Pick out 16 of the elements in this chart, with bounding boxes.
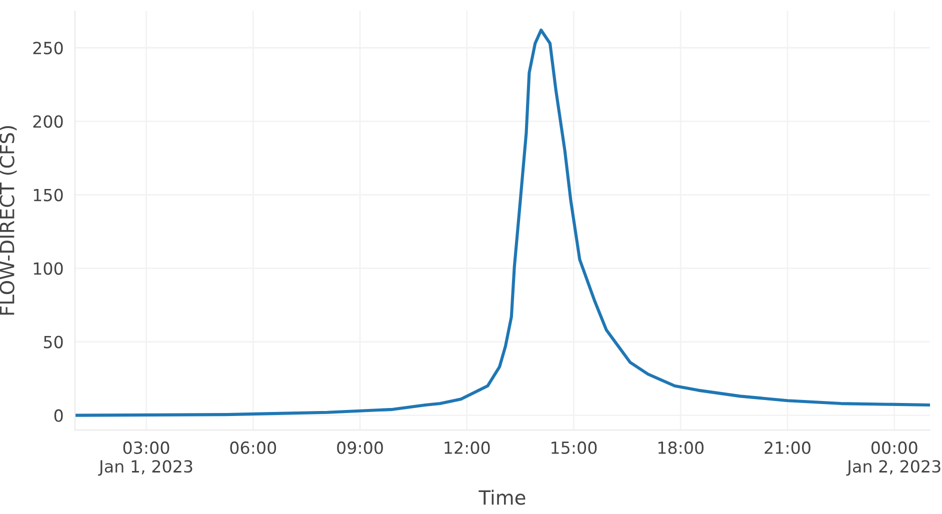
y-tick-label: 250 (33, 42, 63, 54)
y-tick-label: 0 (54, 409, 63, 422)
y-tick-label: 100 (34, 262, 63, 275)
x-tick-label: 18:00 (658, 441, 704, 454)
x-tick-label: 06:00 (230, 441, 276, 454)
x-tick-label: 03:00 Jan 1, 2023 (98, 441, 192, 476)
line-series (75, 28, 930, 417)
x-tick-label: 00:00 Jan 2, 2023 (846, 441, 940, 476)
x-tick-label: 12:00 (444, 441, 490, 454)
y-tick-label: 150 (34, 188, 63, 202)
x-tick-label: 15:00 (552, 441, 597, 454)
x-axis-title: Time (478, 490, 526, 505)
x-tick-label: 21:00 (764, 441, 810, 454)
y-tick-label: 50 (44, 336, 63, 348)
y-tick-label: 200 (33, 115, 63, 128)
x-tick-label: 09:00 (337, 441, 383, 454)
